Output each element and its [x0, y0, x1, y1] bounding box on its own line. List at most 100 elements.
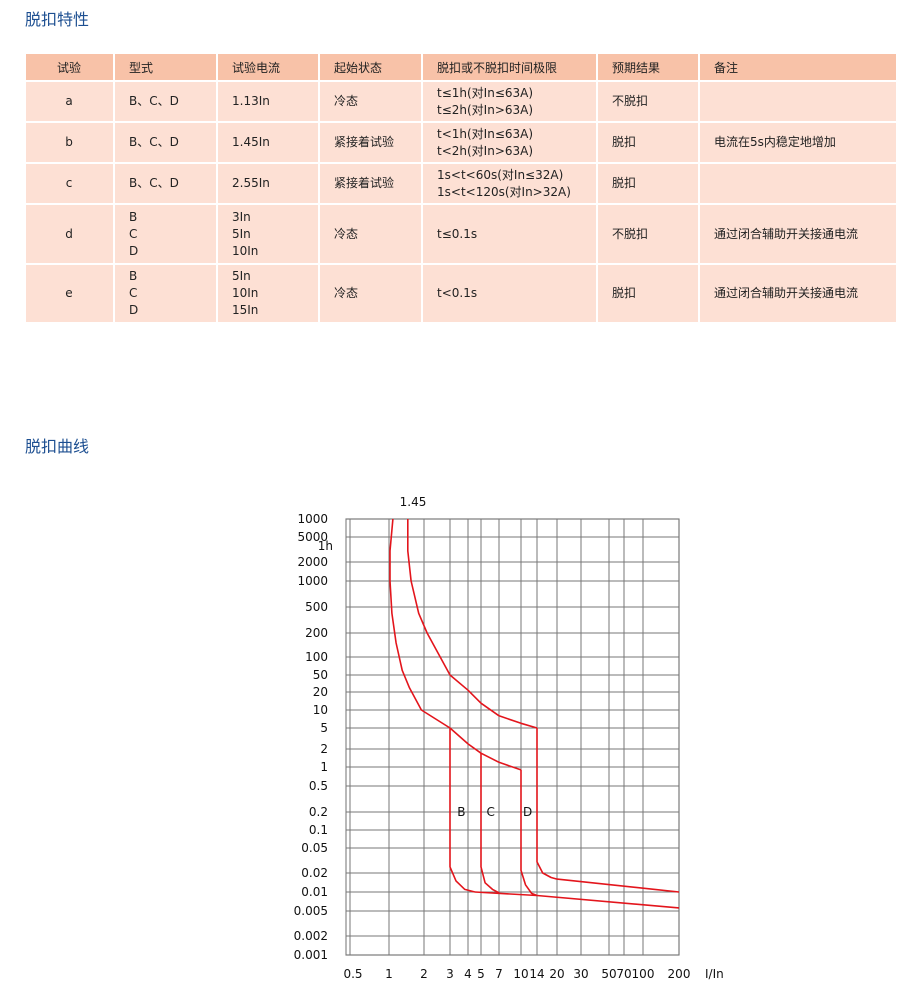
x-tick-label: 3	[446, 967, 454, 981]
top-label: 1.45	[400, 495, 427, 509]
cell-result: 不脱扣	[598, 205, 698, 263]
y-tick-label: 0.5	[309, 779, 328, 793]
cell-type: B、C、D	[115, 164, 216, 203]
x-tick-label: 14	[529, 967, 544, 981]
header-cell: 起始状态	[320, 54, 421, 80]
cell-current-line: 5In	[232, 269, 251, 283]
y-tick-label: 0.001	[294, 948, 328, 962]
cell-result: 脱扣	[598, 164, 698, 203]
curve-label: D	[523, 805, 532, 819]
cell-state: 紧接着试验	[320, 164, 421, 203]
curve-label: B	[457, 805, 465, 819]
cell-limit-line: t≤2h(对In>63A)	[437, 102, 534, 117]
y-tick-label: 500	[305, 600, 328, 614]
cell-state: 冷态	[320, 82, 421, 121]
header-cell: 预期结果	[598, 54, 698, 80]
trip-curve-line	[406, 519, 538, 729]
y-tick-label: 2000	[297, 555, 328, 569]
cell-current-line: 1.45In	[232, 135, 270, 149]
cell-current-line: 2.55In	[232, 176, 270, 190]
cell-note: 通过闭合辅助开关接通电流	[700, 205, 896, 263]
cell-limit-line: 1s<t<120s(对In>32A)	[437, 184, 571, 199]
cell-current: 2.55In	[218, 164, 318, 203]
y-tick-label: 1000	[297, 574, 328, 588]
cell-type-line: B	[129, 269, 138, 283]
cell-limit-line: 1s<t<60s(对In≤32A)	[437, 167, 564, 182]
table-header-row: 试验 型式 试验电流 起始状态 脱扣或不脱扣时间极限 预期结果 备注	[26, 54, 896, 80]
y-extra-label: 1h	[318, 539, 333, 553]
y-tick-label: 100	[305, 650, 328, 664]
cell-limit-line: t≤1h(对In≤63A)	[437, 85, 534, 100]
x-tick-label: 50	[601, 967, 616, 981]
table-row: d B C D 3In 5In 10In 冷态 t≤0.1s 不脱扣 通过闭合辅助开关接通电流	[26, 205, 896, 263]
y-tick-label: 0.002	[294, 929, 328, 943]
x-tick-label: 1	[385, 967, 393, 981]
x-tick-label: 5	[477, 967, 485, 981]
x-tick-label: 7	[495, 967, 503, 981]
trip-curve-line	[389, 518, 522, 771]
trip-curve-line	[449, 728, 476, 893]
x-tick-label: 0.5	[343, 967, 362, 981]
y-tick-label: 1000	[297, 512, 328, 526]
cell-note	[700, 82, 896, 121]
cell-note	[700, 164, 896, 203]
cell-state: 冷态	[320, 265, 421, 322]
cell-note: 通过闭合辅助开关接通电流	[700, 265, 896, 322]
cell-current-line: 10In	[232, 286, 259, 300]
cell-current-line: 10In	[232, 243, 259, 258]
cell-test: b	[26, 123, 113, 162]
table-row: a B、C、D 1.13In 冷态 t≤1h(对In≤63A) t≤2h(对In>63A)…	[26, 82, 896, 121]
cell-state: 紧接着试验	[320, 123, 421, 162]
x-tick-label: 200	[668, 967, 691, 981]
y-tick-label: 5	[320, 721, 328, 735]
cell-limit-line: t<1h(对In≤63A)	[437, 126, 534, 141]
cell-limit: t≤0.1s	[423, 205, 596, 263]
cell-limit: t<1h(对In≤63A) t<2h(对In>63A)	[423, 123, 596, 162]
cell-type-line: B、C、D	[129, 94, 179, 108]
x-tick-label: 2	[420, 967, 428, 981]
table-body: a B、C、D 1.13In 冷态 t≤1h(对In≤63A) t≤2h(对In>63A)…	[26, 82, 896, 322]
cell-current-line: 5In	[232, 226, 251, 241]
y-tick-label: 200	[305, 626, 328, 640]
table-row: c B、C、D 2.55In 紧接着试验 1s<t<60s(对In≤32A) 1s<t<1…	[26, 164, 896, 203]
cell-type-line: D	[129, 303, 139, 317]
trip-curve-line	[480, 753, 500, 894]
y-tick-label: 0.2	[309, 805, 328, 819]
cell-type: B、C、D	[115, 82, 216, 121]
section-title-trip-characteristics: 脱扣特性	[25, 10, 90, 29]
header-cell: 试验电流	[218, 54, 318, 80]
cell-type-line: B、C、D	[129, 176, 179, 190]
x-tick-label: 4	[464, 967, 472, 981]
cell-current: 1.45In	[218, 123, 318, 162]
x-tick-label: 10	[513, 967, 528, 981]
cell-limit-line: t<2h(对In>63A)	[437, 143, 534, 158]
y-tick-label: 1	[320, 760, 328, 774]
cell-limit: t≤1h(对In≤63A) t≤2h(对In>63A)	[423, 82, 596, 121]
cell-result: 脱扣	[598, 123, 698, 162]
cell-current: 3In 5In 10In	[218, 205, 318, 263]
trip-curve-line	[474, 891, 680, 909]
plot-frame	[345, 518, 680, 956]
curve-label: C	[487, 805, 495, 819]
cell-current: 5In 10In 15In	[218, 265, 318, 322]
y-tick-label: 50	[313, 668, 328, 682]
x-tick-label: 70	[616, 967, 631, 981]
y-tick-label: 5000	[297, 530, 328, 544]
y-tick-label: 0.05	[301, 841, 328, 855]
cell-type-line: C	[129, 286, 138, 300]
cell-limit: t<0.1s	[423, 265, 596, 322]
y-tick-label: 0.005	[294, 904, 328, 918]
cell-test: d	[26, 205, 113, 263]
cell-limit-line: t<0.1s	[437, 286, 478, 300]
x-tick-label: 30	[573, 967, 588, 981]
cell-result: 不脱扣	[598, 82, 698, 121]
y-tick-label: 2	[320, 742, 328, 756]
cell-current-line: 3In	[232, 209, 251, 224]
cell-note: 电流在5s内稳定地增加	[700, 123, 896, 162]
y-tick-label: 0.1	[309, 823, 328, 837]
trip-curve-line	[536, 728, 680, 893]
cell-type-line: C	[129, 226, 138, 241]
cell-type-line: B、C、D	[129, 135, 179, 149]
